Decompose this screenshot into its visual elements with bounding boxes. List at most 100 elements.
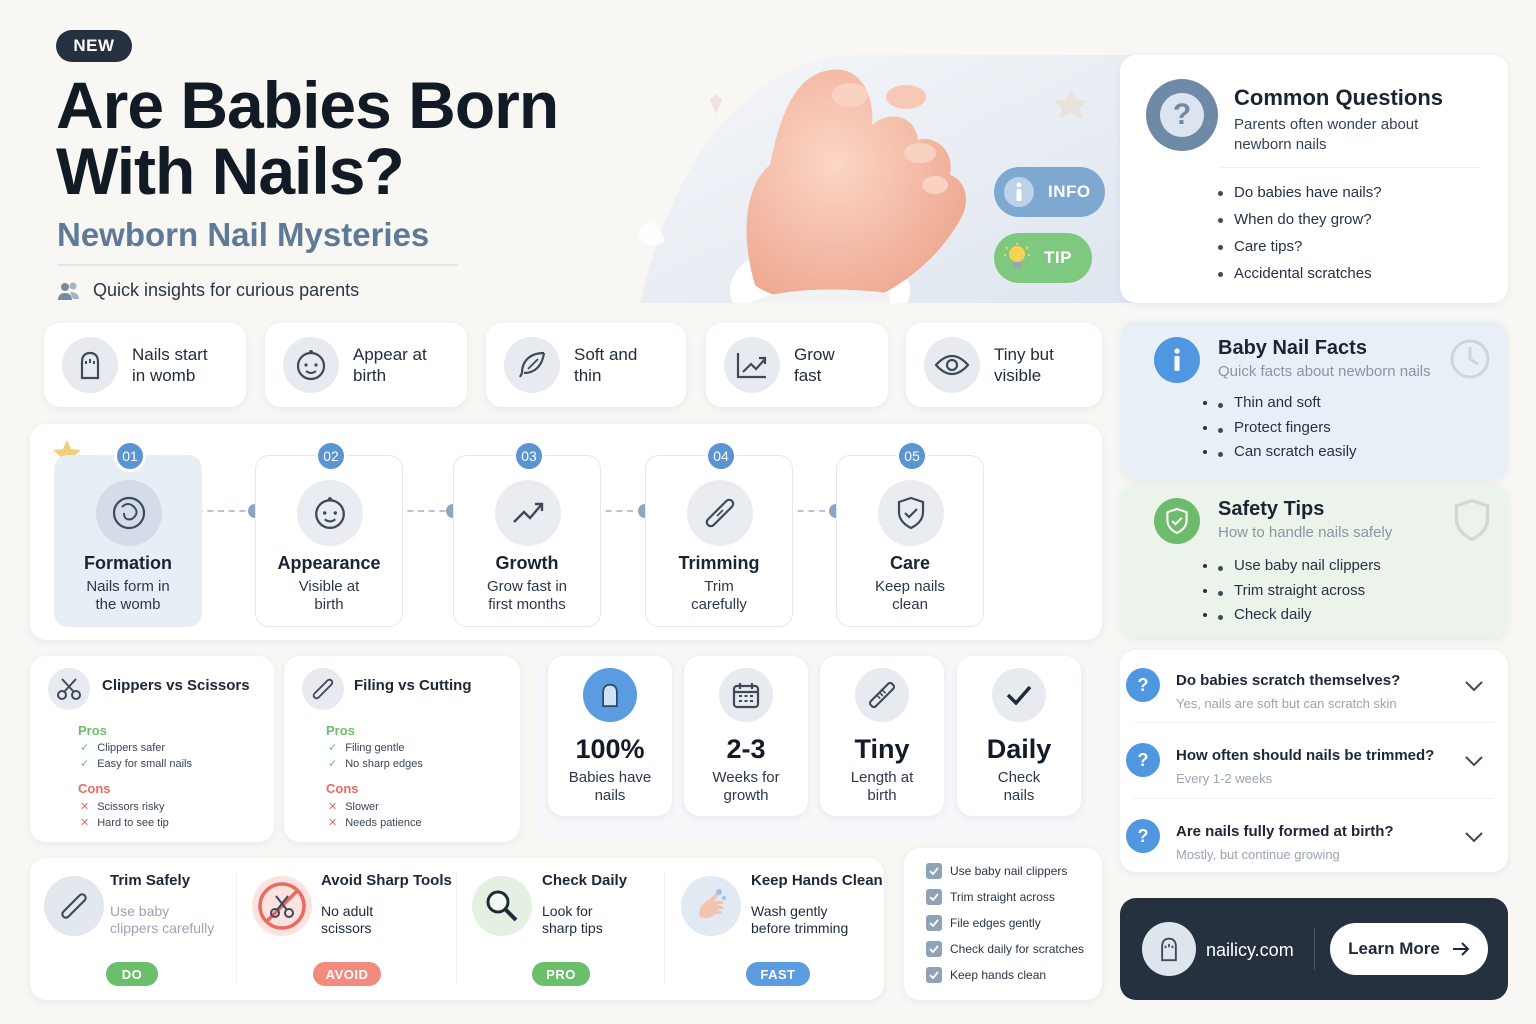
- safety-tips-card: Safety Tips How to handle nails safely U…: [1120, 484, 1508, 638]
- action-desc: No adult scissors: [321, 903, 374, 936]
- cons-label: Cons: [326, 781, 359, 796]
- chevron-down-icon[interactable]: [1464, 680, 1484, 692]
- faq-item[interactable]: ? How often should nails be trimmed? Eve…: [1120, 731, 1508, 805]
- list-item: ✕ Scissors risky: [80, 801, 165, 813]
- feather-icon: [504, 337, 560, 393]
- timeline-step-trimming[interactable]: 04 Trimming Trim carefully: [645, 440, 793, 627]
- step-title: Appearance: [277, 553, 381, 573]
- divider: [1314, 928, 1315, 970]
- stat-label: Length at birth: [850, 769, 914, 804]
- checklist-item[interactable]: Use baby nail clippers: [926, 858, 1102, 884]
- faq-card: [1120, 650, 1508, 872]
- action-avoid-sharp-tools: Avoid Sharp Tools No adult scissors: [321, 872, 452, 937]
- list-item: Check daily: [1218, 603, 1381, 628]
- facts-subtitle: Quick facts about newborn nails: [1218, 363, 1431, 380]
- feature-card: Nails start in womb: [44, 323, 246, 407]
- check-icon: ✓: [80, 742, 90, 754]
- timeline-step-formation[interactable]: 01 Formation Nails form in the womb: [54, 440, 202, 627]
- tip-pill[interactable]: TIP: [994, 233, 1092, 283]
- divider: [236, 872, 237, 984]
- list-item: ✕ Hard to see tip: [80, 817, 169, 829]
- check-icon: ✓: [328, 742, 338, 754]
- faq-answer: Every 1-2 weeks: [1176, 771, 1273, 786]
- checklist-item[interactable]: Check daily for scratches: [926, 936, 1102, 962]
- facts-title: Baby Nail Facts: [1218, 337, 1367, 359]
- list-item: Use baby nail clippers: [1218, 554, 1381, 579]
- safety-subtitle: How to handle nails safely: [1218, 524, 1393, 541]
- stat-card: Tiny Length at birth: [820, 656, 944, 816]
- common-questions-list: Do babies have nails? When do they grow?…: [1218, 179, 1382, 287]
- chevron-down-icon[interactable]: [1464, 755, 1484, 767]
- stat-label: Babies have nails: [568, 769, 652, 804]
- title-line-2: With Nails?: [56, 134, 405, 208]
- magnifier-icon: [472, 876, 532, 936]
- trend-up-icon: [495, 480, 561, 546]
- action-desc: Use baby clippers carefully: [110, 903, 215, 936]
- logo-hand-icon: [1142, 922, 1196, 976]
- checkbox-checked-icon: [926, 915, 942, 931]
- checklist-item[interactable]: Keep hands clean: [926, 962, 1102, 988]
- timeline-step-growth[interactable]: 03 Growth Grow fast in first months: [453, 440, 601, 627]
- cons-list: ✕ Scissors risky ✕ Hard to see tip: [80, 799, 169, 831]
- checklist-item[interactable]: File edges gently: [926, 910, 1102, 936]
- do-tag: DO: [106, 962, 158, 986]
- faq-answer: Yes, nails are soft but can scratch skin: [1176, 696, 1397, 711]
- divider: [1134, 798, 1494, 799]
- list-item: ✓ Easy for small nails: [80, 758, 192, 770]
- action-keep-hands-clean: Keep Hands Clean Wash gently before trimm…: [751, 872, 883, 937]
- check-icon: ✓: [80, 758, 90, 770]
- safety-title: Safety Tips: [1218, 498, 1325, 520]
- feature-card: Tiny but visible: [906, 323, 1102, 407]
- nail-file-icon: [44, 876, 104, 936]
- step-desc: Trim carefully: [691, 578, 747, 613]
- checklist-item[interactable]: Trim straight across: [926, 884, 1102, 910]
- learn-more-button[interactable]: Learn More: [1330, 923, 1488, 975]
- action-trim-safely: Trim Safely Use baby clippers carefully: [110, 872, 214, 937]
- stat-label: Check nails: [997, 769, 1041, 804]
- timeline-step-care[interactable]: 05 Care Keep nails clean: [836, 440, 984, 627]
- step-number: 02: [315, 440, 347, 472]
- faq-item[interactable]: ? Are nails fully formed at birth? Mostl…: [1120, 807, 1508, 881]
- question-icon: ?: [1126, 668, 1160, 702]
- faq-item[interactable]: ? Do babies scratch themselves? Yes, nai…: [1120, 656, 1508, 730]
- common-questions-title: Common Questions: [1234, 85, 1444, 110]
- feature-label: Grow fast: [794, 345, 835, 385]
- filing-vs-cutting-card: Filing vs Cutting Pros ✓ Filing gentle ✓ N…: [284, 656, 520, 842]
- step-desc: Keep nails clean: [874, 578, 946, 613]
- list-item: ✓ Filing gentle: [328, 742, 405, 754]
- hero-image: INFO TIP: [580, 55, 1150, 303]
- stat-value: 2-3: [726, 734, 766, 764]
- timeline-connector: [186, 510, 256, 512]
- divider: [456, 872, 457, 984]
- list-item: Do babies have nails?: [1218, 179, 1382, 206]
- eye-icon: [924, 337, 980, 393]
- divider: [1220, 167, 1480, 168]
- shield-icon: [1154, 498, 1200, 544]
- hand-icon: [583, 668, 637, 722]
- fetus-icon: [96, 480, 162, 546]
- chevron-down-icon[interactable]: [1464, 831, 1484, 843]
- parents-icon: [57, 281, 81, 301]
- action-title: Keep Hands Clean: [751, 872, 883, 889]
- arrow-right-icon: [1452, 942, 1470, 956]
- x-icon: ✕: [328, 817, 338, 829]
- action-desc: Look for sharp tips: [542, 903, 603, 936]
- step-number: 05: [896, 440, 928, 472]
- timeline-step-appearance[interactable]: 02 Appearance Visible at birth: [255, 440, 403, 627]
- pros-list: ✓ Filing gentle ✓ No sharp edges: [328, 740, 423, 772]
- step-title: Growth: [495, 553, 559, 573]
- ruler-icon: [855, 668, 909, 722]
- hand-icon: [62, 337, 118, 393]
- learn-more-label: Learn More: [1348, 939, 1440, 958]
- site-link[interactable]: nailicy.com: [1206, 940, 1294, 960]
- divider: [58, 264, 458, 266]
- washing-hands-icon: [681, 876, 741, 936]
- baby-face-icon: [297, 480, 363, 546]
- info-pill[interactable]: INFO: [994, 167, 1105, 217]
- step-title: Care: [889, 553, 931, 573]
- action-title: Avoid Sharp Tools: [321, 872, 452, 889]
- tagline: Quick insights for curious parents: [57, 280, 359, 301]
- stat-label: Weeks for growth: [712, 769, 780, 804]
- clippers-vs-scissors-card: Clippers vs Scissors Pros ✓ Clippers safe…: [30, 656, 274, 842]
- list-item: ✕ Slower: [328, 801, 379, 813]
